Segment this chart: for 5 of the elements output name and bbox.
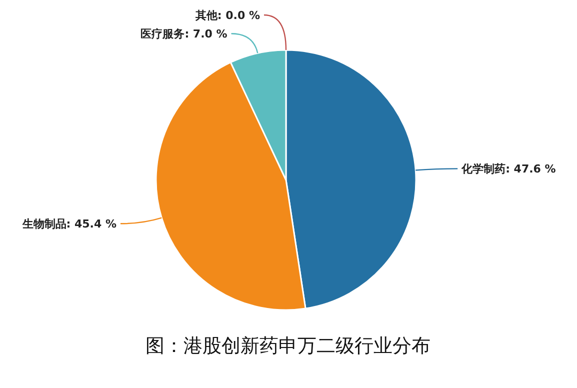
- category-label: 其他: 0.0 %: [195, 9, 260, 22]
- slice-label: 医疗服务: 7.0 %: [140, 28, 228, 41]
- slice-label: 生物制品: 45.4 %: [21, 218, 116, 231]
- slice-label: 化学制药: 47.6 %: [460, 162, 556, 176]
- text: 图：港股创新药申万二级行业分布: [146, 335, 430, 357]
